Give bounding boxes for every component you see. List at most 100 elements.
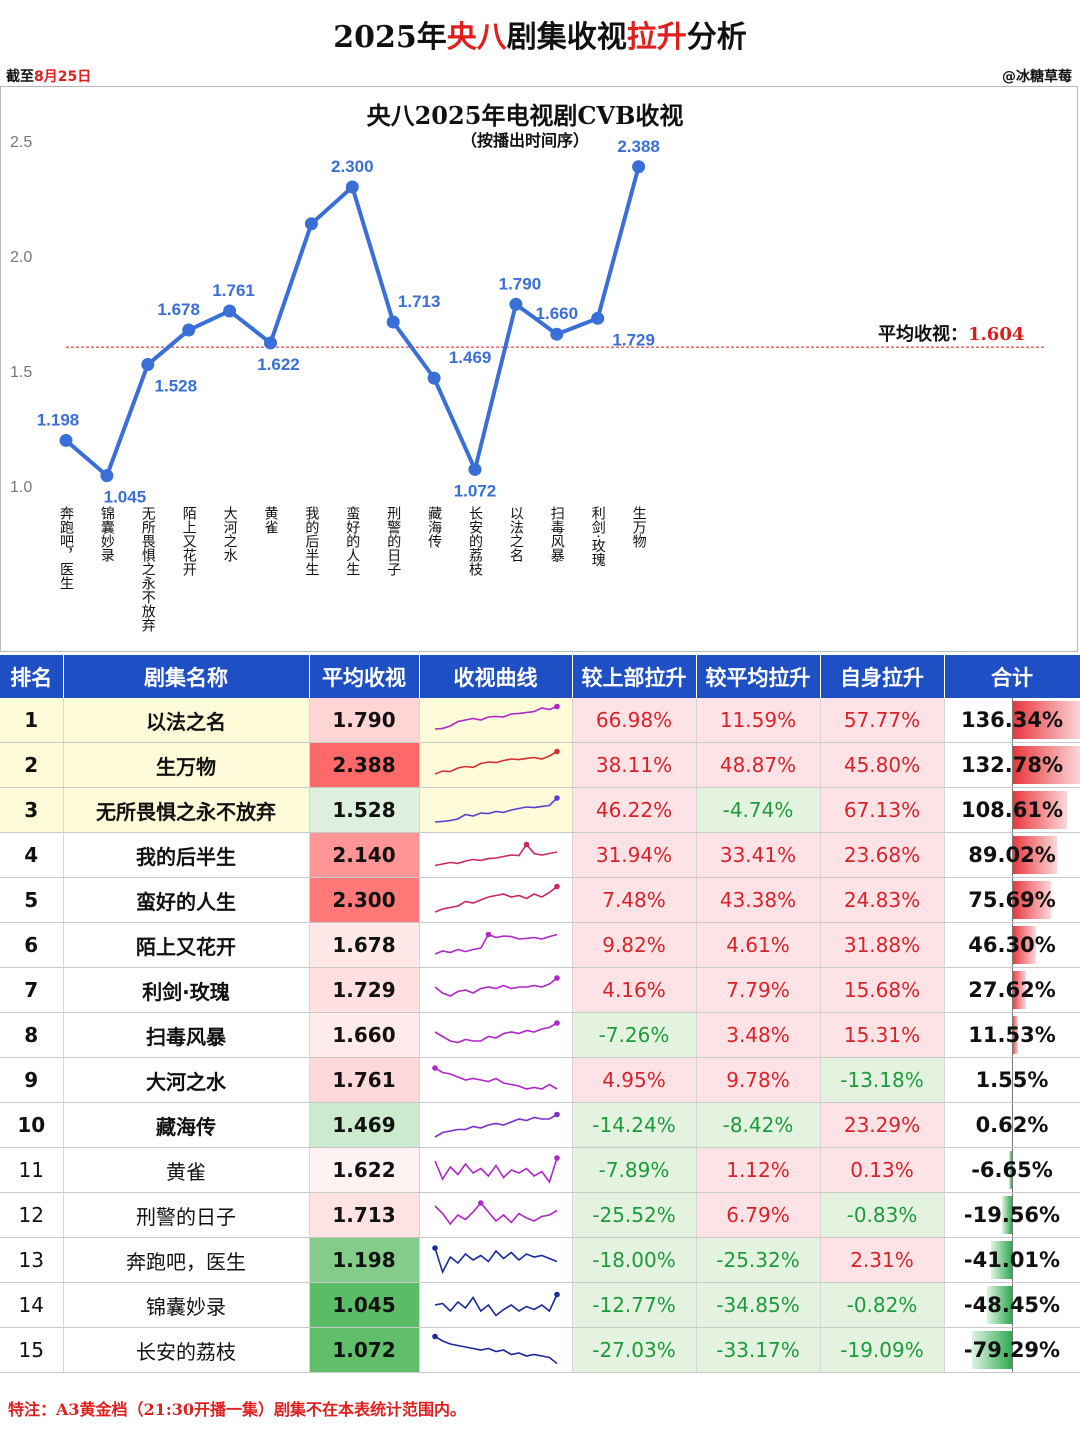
column-header: 较上部拉升 [572,655,697,698]
table-row: 5 蛮好的人生 2.300 7.48% 43.38% 24.83% 75.69% [0,877,1080,923]
x-category-label: 刑警的日子 [385,506,401,576]
sparkline-cell [419,1327,573,1373]
drama-name-cell: 大河之水 [63,1057,310,1103]
total-axis-line [1012,968,1013,1012]
total-cell: -79.29% [944,1327,1080,1373]
table-row: 11 黄雀 1.622 -7.89% 1.12% 0.13% -6.65% [0,1147,1080,1193]
drama-name-cell: 陌上又花开 [63,922,310,968]
x-category-label: 奔跑吧，医生 [58,506,74,590]
total-axis-line [1012,698,1013,742]
table-row: 3 无所畏惧之永不放弃 1.528 46.22% -4.74% 67.13% 108.61% [0,787,1080,833]
drama-name-cell: 蛮好的人生 [63,877,310,923]
vs-average-cell: -8.42% [696,1102,821,1148]
data-point [509,297,523,311]
page-title: 2025年央八剧集收视拉升分析 [333,20,747,55]
sparkline-cell [419,742,573,788]
rank-cell: 1 [0,698,64,743]
sparkline-path [434,1022,557,1044]
total-value: 136.34% [960,708,1064,732]
total-value: 11.53% [968,1023,1056,1047]
self-rise-cell: -13.18% [820,1057,945,1103]
sparkline-path [433,1157,558,1184]
ranking-table: 排名 剧集名称 平均收视 收视曲线 较上部拉升 较平均拉升 自身拉升 合计 1 以法之名 1.79… [0,655,1080,1373]
table-row: 12 刑警的日子 1.713 -25.52% 6.79% -0.83% -19.56% [0,1192,1080,1238]
drama-name-cell: 藏海传 [63,1102,310,1148]
vs-previous-cell: -7.26% [572,1012,697,1058]
vs-average-cell: -34.85% [696,1282,821,1328]
data-point [264,336,277,350]
rating-cell: 1.072 [309,1327,420,1373]
x-category-label: 无所畏惧之永不放弃 [140,506,156,632]
cutoff-date: 截至8月25日 [6,69,92,85]
average-line-label: 平均收视：1.604 [878,324,1025,345]
rating-cell: 2.388 [309,742,420,788]
data-point [141,358,155,372]
total-value: -6.65% [971,1158,1053,1182]
rank-cell: 13 [0,1237,64,1283]
x-category-label: 长安的荔枝 [467,506,483,576]
self-rise-cell: 23.68% [820,832,945,878]
rank-cell: 8 [0,1012,64,1058]
total-axis-line [1012,1238,1013,1282]
total-value: -41.01% [963,1248,1061,1272]
sparkline-path [434,750,557,775]
data-label: 1.072 [454,481,497,500]
column-header: 剧集名称 [63,655,310,698]
total-data-bar [971,1331,1012,1369]
sparkline-path [434,885,557,913]
self-rise-cell: 23.29% [820,1102,945,1148]
self-rise-cell: -19.09% [820,1327,945,1373]
total-value: 89.02% [968,843,1056,867]
x-category-label: 黄雀 [263,505,279,534]
sparkline-peak-dot [431,1333,438,1340]
total-cell: 0.62% [944,1102,1080,1148]
rating-cell: 2.300 [309,877,420,923]
sparkline [434,975,560,997]
drama-name-cell: 扫毒风暴 [63,1012,310,1058]
rating-cell: 1.761 [309,1057,420,1103]
vs-average-cell: -25.32% [696,1237,821,1283]
table-row: 9 大河之水 1.761 4.95% 9.78% -13.18% 1.55% [0,1057,1080,1103]
author-handle: @冰糖草莓 [1002,69,1072,85]
total-cell: -48.45% [944,1282,1080,1328]
sparkline-peak-dot [477,1200,484,1206]
vs-previous-cell: -18.00% [572,1237,697,1283]
vs-previous-cell: -14.24% [572,1102,697,1148]
sparkline-path [434,1335,557,1365]
total-axis-line [1012,1328,1013,1372]
chart-subtitle: （按播出时间序） [460,131,589,150]
vs-previous-cell: 4.16% [572,967,697,1013]
sparkline-cell [419,967,573,1013]
vs-average-cell: 7.79% [696,967,821,1013]
sparkline-path [433,1201,557,1226]
vs-average-cell: 11.59% [696,698,821,743]
rank-cell: 7 [0,967,64,1013]
data-label: 1.198 [37,410,80,429]
sparkline [434,795,560,823]
rank-cell: 9 [0,1057,64,1103]
total-axis-line [1012,1193,1013,1237]
chart-title: 央八2025年电视剧CVB收视 [366,101,684,130]
data-point [182,323,196,337]
self-rise-cell: 15.31% [820,1012,945,1058]
data-point [591,311,605,325]
total-axis-line [1012,788,1013,832]
vs-average-cell: 33.41% [696,832,821,878]
sparkline-cell [419,787,573,833]
x-category-label: 利剑·玫瑰 [590,506,606,568]
sparkline-peak-dot [553,1155,560,1161]
sparkline-peak-dot [485,931,491,938]
vs-average-cell: -4.74% [696,787,821,833]
sparkline-path [434,933,557,955]
total-cell: 75.69% [944,877,1080,923]
drama-name-cell: 以法之名 [63,698,310,743]
rating-cell: 2.140 [309,832,420,878]
sparkline [434,703,560,730]
rank-cell: 12 [0,1192,64,1238]
data-label: 1.660 [536,304,579,323]
data-point [223,304,237,318]
total-cell: 11.53% [944,1012,1080,1058]
sparkline-cell [419,1147,573,1193]
total-data-bar [991,1241,1012,1279]
total-cell: 1.55% [944,1057,1080,1103]
